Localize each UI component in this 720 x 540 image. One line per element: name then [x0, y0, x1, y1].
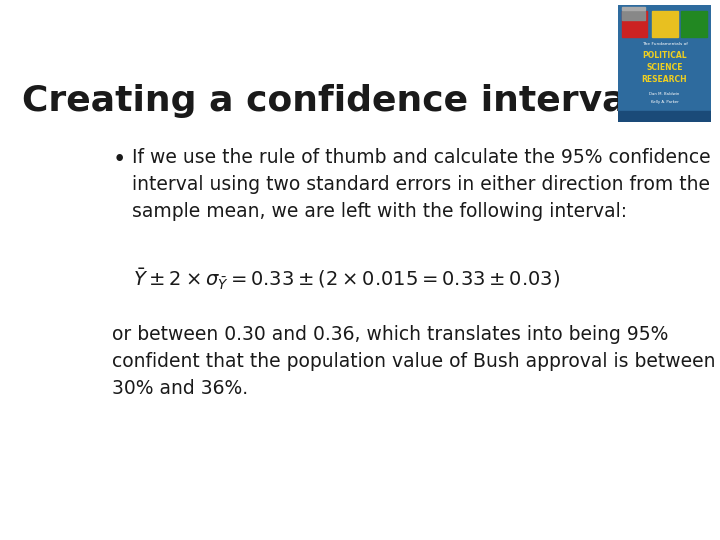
- Bar: [621, 11, 647, 37]
- Text: RESEARCH: RESEARCH: [642, 75, 688, 84]
- Bar: [681, 11, 707, 37]
- Text: Kelly A. Parker: Kelly A. Parker: [651, 100, 678, 104]
- Bar: [618, 111, 711, 122]
- Text: If we use the rule of thumb and calculate the 95% confidence
interval using two : If we use the rule of thumb and calculat…: [132, 148, 711, 221]
- Text: Creating a confidence interval: Creating a confidence interval: [22, 84, 639, 118]
- Bar: [621, 11, 645, 21]
- Text: POLITICAL: POLITICAL: [642, 51, 687, 60]
- Bar: [621, 6, 645, 10]
- Text: The Fundamentals of: The Fundamentals of: [642, 42, 688, 46]
- Text: $\bar{Y} \pm 2 \times \sigma_{\bar{Y}} = 0.33 \pm (2 \times 0.015 = 0.33 \pm 0.0: $\bar{Y} \pm 2 \times \sigma_{\bar{Y}} =…: [133, 266, 560, 292]
- Text: SCIENCE: SCIENCE: [647, 63, 683, 72]
- Text: •: •: [112, 148, 126, 171]
- Text: or between 0.30 and 0.36, which translates into being 95%
confident that the pop: or between 0.30 and 0.36, which translat…: [112, 325, 716, 398]
- Bar: [652, 11, 678, 37]
- Text: Dan M. Baldwin: Dan M. Baldwin: [649, 92, 680, 96]
